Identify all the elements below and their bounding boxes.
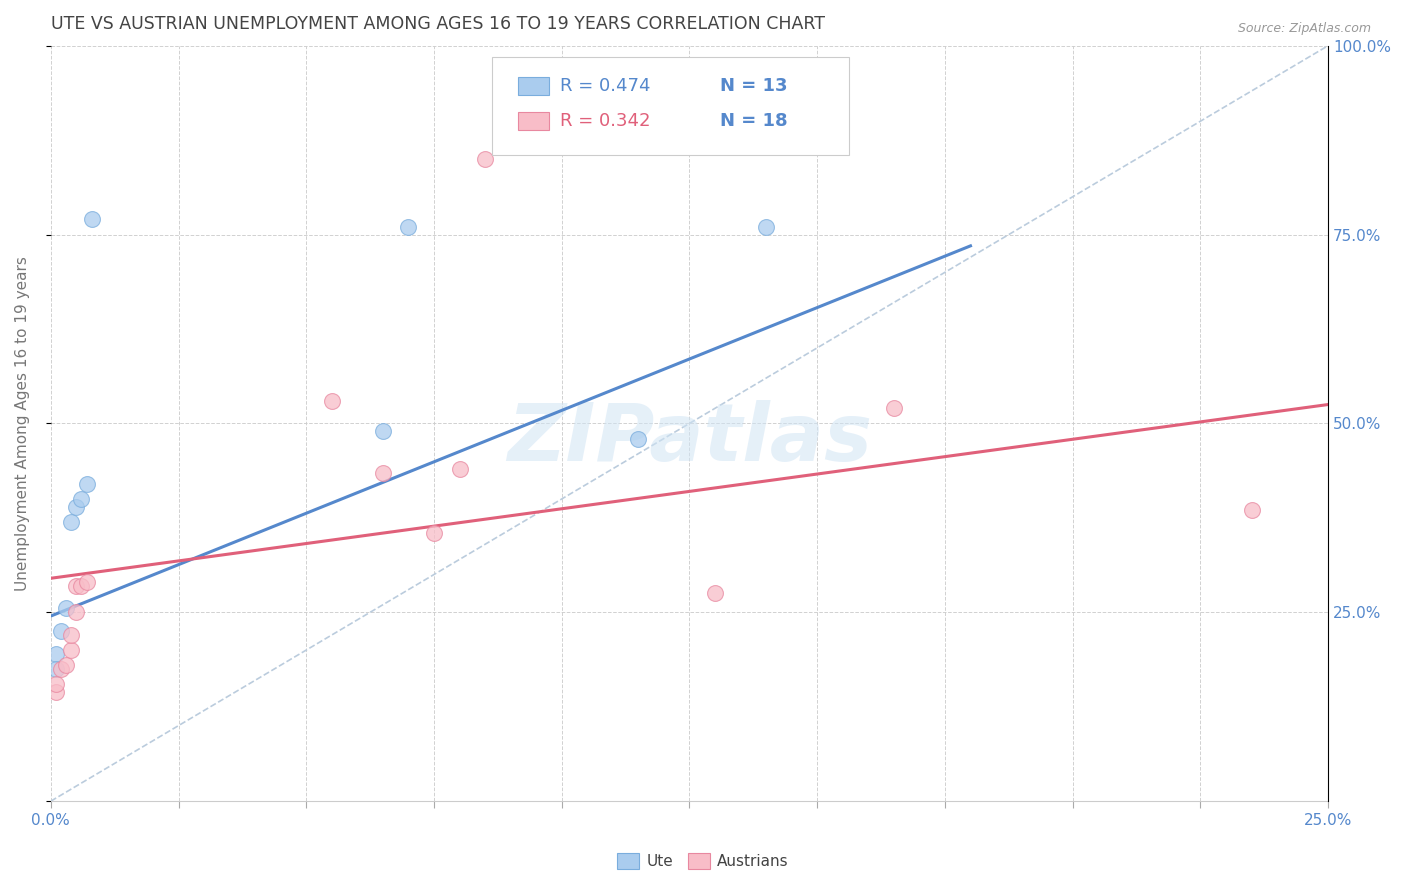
- Text: ZIPatlas: ZIPatlas: [508, 400, 872, 477]
- Point: [883, 401, 905, 416]
- Point: [45, 677, 67, 691]
- Point: [65, 500, 87, 514]
- Point: [76, 476, 98, 491]
- FancyBboxPatch shape: [492, 57, 849, 155]
- Point: [80, 212, 103, 227]
- Point: [704, 586, 727, 600]
- Point: [55, 658, 77, 673]
- Point: [76, 575, 98, 590]
- Point: [423, 525, 446, 540]
- Text: R = 0.474: R = 0.474: [561, 77, 651, 95]
- Point: [1240, 503, 1263, 517]
- Point: [321, 393, 343, 408]
- Point: [755, 219, 778, 234]
- FancyBboxPatch shape: [519, 77, 548, 95]
- Legend: Ute, Austrians: Ute, Austrians: [612, 847, 794, 875]
- Point: [45, 647, 67, 661]
- FancyBboxPatch shape: [519, 112, 548, 130]
- Point: [45, 684, 67, 698]
- Point: [60, 628, 83, 642]
- Text: R = 0.342: R = 0.342: [561, 112, 651, 130]
- Point: [371, 466, 394, 480]
- Point: [60, 643, 83, 657]
- Text: Source: ZipAtlas.com: Source: ZipAtlas.com: [1237, 22, 1371, 36]
- Point: [449, 461, 471, 475]
- Point: [55, 601, 77, 615]
- Y-axis label: Unemployment Among Ages 16 to 19 years: Unemployment Among Ages 16 to 19 years: [15, 256, 30, 591]
- Point: [60, 515, 83, 529]
- Point: [45, 662, 67, 676]
- Point: [474, 152, 496, 166]
- Text: UTE VS AUSTRIAN UNEMPLOYMENT AMONG AGES 16 TO 19 YEARS CORRELATION CHART: UTE VS AUSTRIAN UNEMPLOYMENT AMONG AGES …: [51, 15, 825, 33]
- Point: [70, 491, 93, 506]
- Text: N = 18: N = 18: [720, 112, 787, 130]
- Point: [49, 624, 72, 639]
- Point: [65, 605, 87, 619]
- Point: [49, 662, 72, 676]
- Point: [398, 219, 420, 234]
- Text: N = 13: N = 13: [720, 77, 787, 95]
- Point: [65, 579, 87, 593]
- Point: [70, 579, 93, 593]
- Point: [627, 432, 650, 446]
- Point: [371, 424, 394, 438]
